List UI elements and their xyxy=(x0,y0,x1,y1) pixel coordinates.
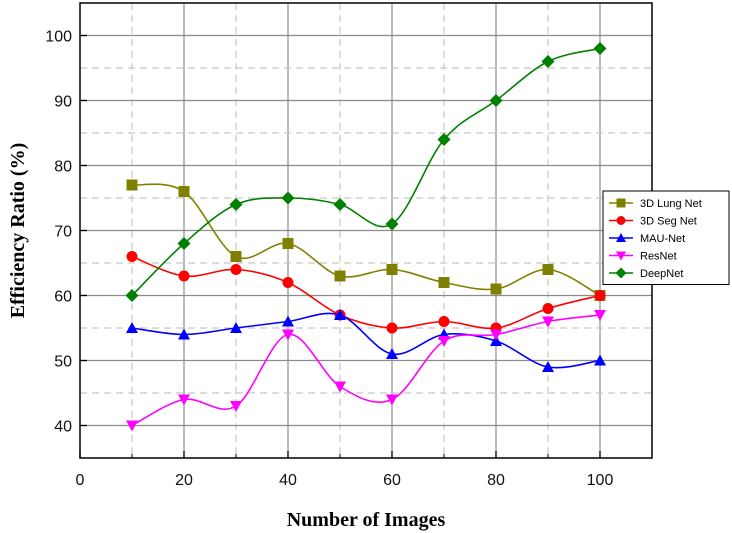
legend-marker xyxy=(616,216,626,225)
series-mau-net xyxy=(126,309,606,372)
y-tick-label: 40 xyxy=(54,419,72,436)
series-line-resnet xyxy=(131,314,601,427)
data-point-resnet xyxy=(334,381,346,393)
series-line-deepnet xyxy=(131,47,601,297)
x-tick-label: 60 xyxy=(383,472,401,489)
data-point-3d-lung-net xyxy=(386,264,398,275)
legend-label: ResNet xyxy=(640,251,677,263)
series-3d-seg-net xyxy=(126,251,606,334)
data-point-3d-lung-net xyxy=(230,251,242,262)
legend-label: DeepNet xyxy=(640,268,683,280)
legend-item-3d-lung-net: 3D Lung Net xyxy=(609,198,702,210)
series-line-3d-lung-net xyxy=(131,183,601,297)
y-tick-label: 60 xyxy=(54,289,72,306)
y-tick-label: 100 xyxy=(45,29,72,46)
data-point-mau-net xyxy=(594,354,606,366)
data-point-deepnet xyxy=(489,94,503,107)
data-point-3d-seg-net xyxy=(126,251,138,262)
data-point-resnet xyxy=(542,316,554,328)
data-point-3d-seg-net xyxy=(386,322,398,334)
data-point-deepnet xyxy=(333,198,347,211)
series-deepnet xyxy=(125,42,607,302)
data-point-3d-lung-net xyxy=(438,277,450,288)
series-line-mau-net xyxy=(131,312,601,369)
y-tick-label: 70 xyxy=(54,224,72,241)
data-point-deepnet xyxy=(125,289,139,302)
data-point-resnet xyxy=(594,310,606,321)
data-point-3d-seg-net xyxy=(594,290,606,301)
x-tick-label: 40 xyxy=(279,472,297,489)
data-point-resnet xyxy=(438,336,450,347)
x-tick-label: 20 xyxy=(175,472,193,489)
data-point-resnet xyxy=(178,394,190,406)
legend-item-resnet: ResNet xyxy=(609,251,677,263)
data-point-mau-net xyxy=(386,348,398,359)
data-point-mau-net xyxy=(282,315,294,327)
data-point-deepnet xyxy=(593,42,607,55)
legend: 3D Lung Net 3D Seg Net MAU-Net ResNet DeepNe… xyxy=(602,190,730,285)
legend-label: 3D Lung Net xyxy=(640,198,702,210)
data-point-3d-seg-net xyxy=(230,264,242,275)
series-line-3d-seg-net xyxy=(131,255,601,330)
legend-marker xyxy=(615,267,627,279)
data-point-3d-seg-net xyxy=(178,270,190,282)
data-point-resnet xyxy=(126,420,138,432)
series-resnet xyxy=(126,310,606,432)
data-point-deepnet xyxy=(177,237,191,250)
series-3d-lung-net xyxy=(126,179,606,301)
y-axis-title: Efficiency Ratio (%) xyxy=(7,143,29,319)
data-point-3d-lung-net xyxy=(334,270,346,282)
data-point-3d-lung-net xyxy=(282,238,294,249)
legend-label: 3D Seg Net xyxy=(640,216,697,228)
y-tick-label: 80 xyxy=(54,159,72,176)
data-point-resnet xyxy=(386,394,398,406)
legend-item-mau-net: MAU-Net xyxy=(609,233,685,245)
data-point-mau-net xyxy=(334,309,346,320)
data-point-deepnet xyxy=(437,133,451,146)
legend-item-3d-seg-net: 3D Seg Net xyxy=(609,216,697,228)
data-point-deepnet xyxy=(385,217,399,231)
series-layer xyxy=(125,42,607,432)
data-point-3d-lung-net xyxy=(490,283,502,295)
x-tick-label: 0 xyxy=(76,472,85,489)
data-point-3d-lung-net xyxy=(542,264,554,275)
y-tick-label: 90 xyxy=(54,94,72,111)
legend-item-deepnet: DeepNet xyxy=(609,267,683,280)
data-point-3d-lung-net xyxy=(178,186,190,197)
data-point-resnet xyxy=(282,329,294,341)
data-point-deepnet xyxy=(281,191,295,205)
data-point-mau-net xyxy=(230,322,242,333)
axes: 0 20 40 60 80 100 40 50 60 70 80 90 100 xyxy=(45,29,613,490)
data-point-mau-net xyxy=(126,322,138,333)
x-axis-title: Number of Images xyxy=(287,509,446,531)
data-point-deepnet xyxy=(229,198,243,211)
data-point-resnet xyxy=(230,401,242,412)
legend-marker xyxy=(616,198,626,208)
data-point-3d-seg-net xyxy=(282,277,294,288)
data-point-mau-net xyxy=(542,361,554,372)
legend-label: MAU-Net xyxy=(640,233,685,245)
legend-marker xyxy=(616,251,626,261)
legend-marker xyxy=(616,233,626,242)
grid xyxy=(80,3,652,458)
data-point-3d-seg-net xyxy=(542,303,554,314)
data-point-3d-seg-net xyxy=(438,316,450,327)
data-point-deepnet xyxy=(541,55,555,68)
data-point-3d-lung-net xyxy=(126,179,138,191)
data-point-mau-net xyxy=(178,328,190,340)
y-tick-label: 50 xyxy=(54,354,72,371)
data-point-resnet xyxy=(490,329,502,341)
x-tick-label: 100 xyxy=(587,472,614,489)
x-tick-label: 80 xyxy=(487,472,505,489)
